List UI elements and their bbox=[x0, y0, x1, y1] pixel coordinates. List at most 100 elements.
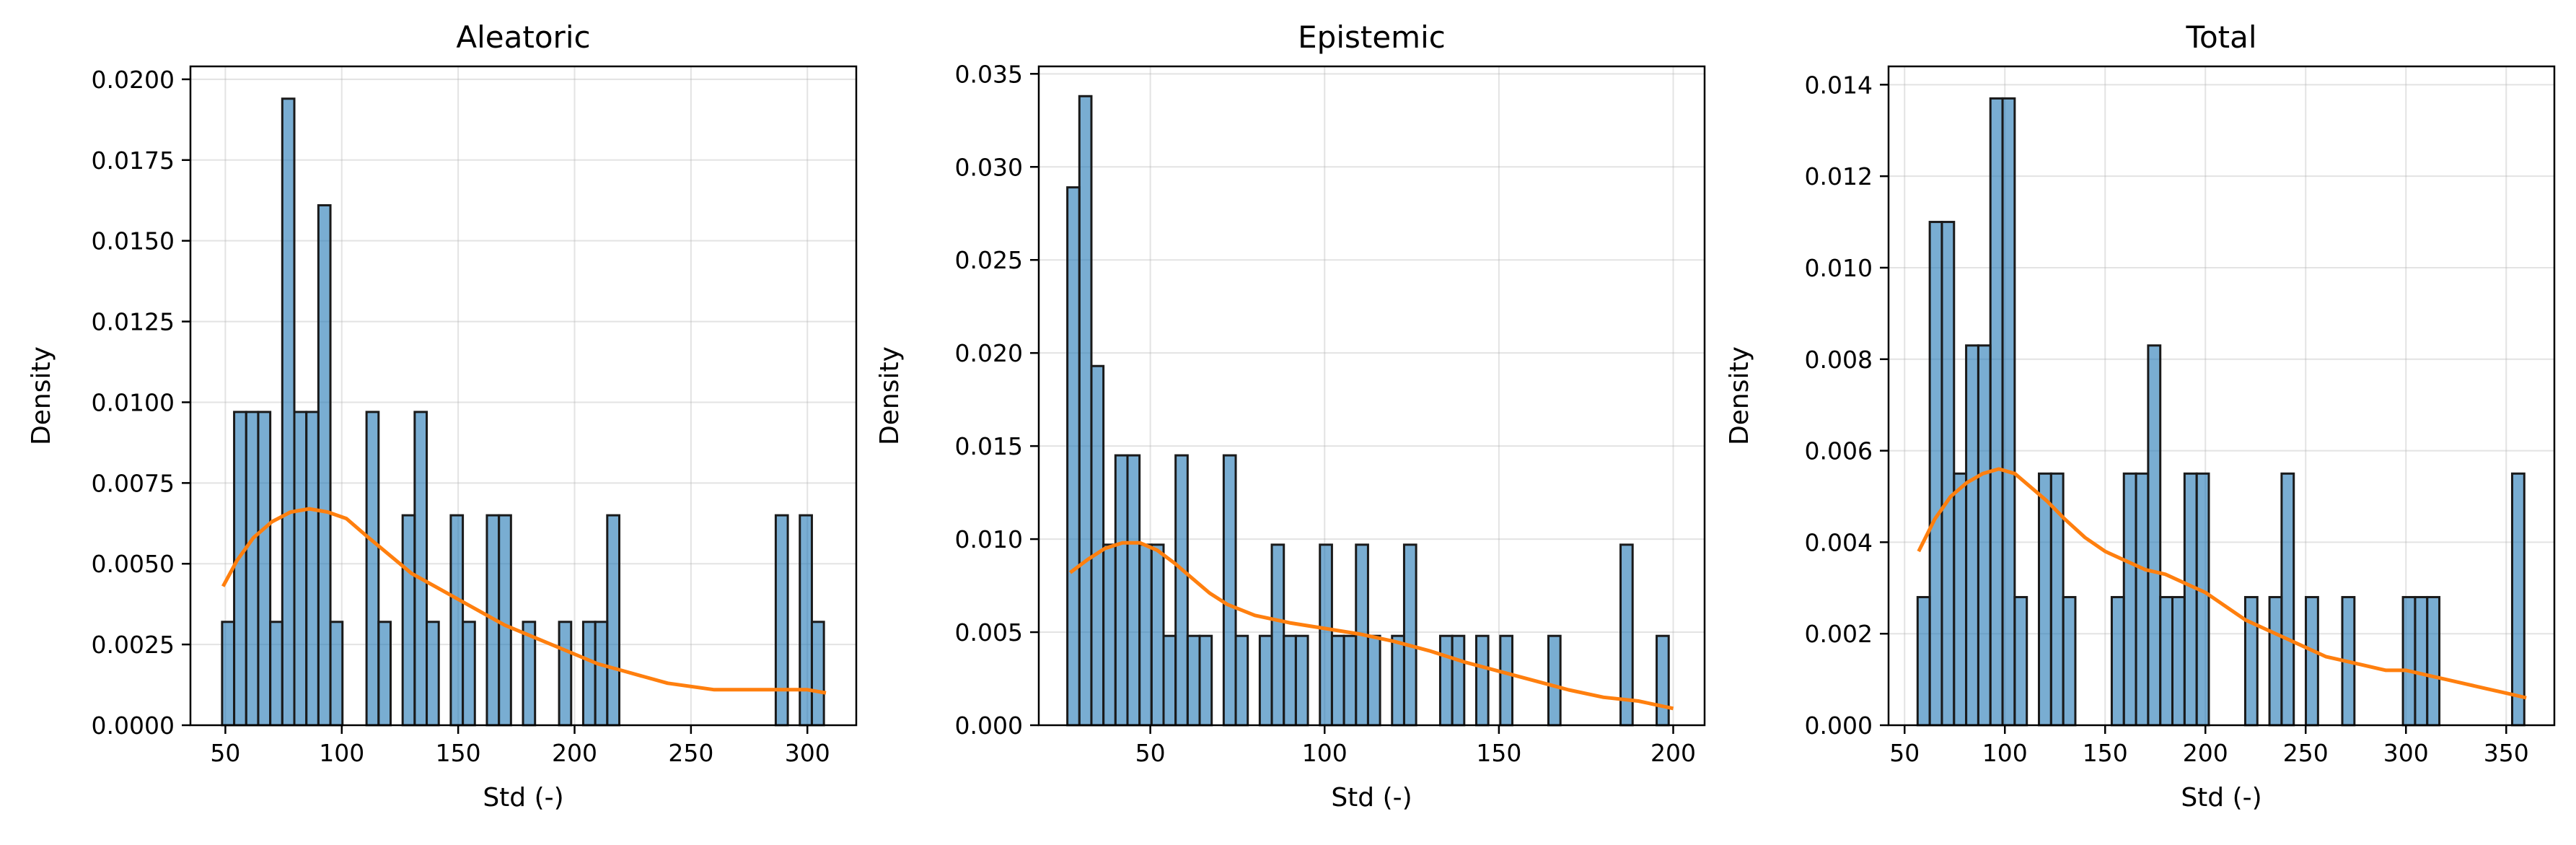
x-tick-label: 50 bbox=[1135, 739, 1166, 767]
histogram-bar bbox=[257, 411, 272, 727]
histogram-bar bbox=[1198, 634, 1213, 727]
histogram-bar bbox=[558, 621, 573, 727]
x-tick-label: 150 bbox=[1476, 739, 1521, 767]
histogram-bar bbox=[1547, 634, 1562, 727]
histogram-bar bbox=[426, 621, 440, 727]
histogram-bar bbox=[1474, 634, 1490, 727]
panel-title: Aleatoric bbox=[456, 19, 590, 55]
histogram-bar bbox=[1438, 634, 1454, 727]
histogram-bar bbox=[1499, 634, 1513, 727]
histogram-bar bbox=[1138, 543, 1153, 727]
y-tick-label: 0.006 bbox=[1805, 437, 1873, 465]
kde-line bbox=[221, 507, 827, 695]
histogram-bar bbox=[1222, 454, 1237, 727]
y-tick-label: 0.008 bbox=[1805, 346, 1873, 374]
histogram-bar bbox=[221, 621, 236, 727]
y-tick-label: 0.0050 bbox=[92, 550, 175, 578]
x-tick-label: 200 bbox=[1650, 739, 1696, 767]
histogram-bar bbox=[2510, 472, 2526, 727]
histogram-bar bbox=[2426, 595, 2441, 727]
histogram-bar bbox=[2135, 472, 2150, 727]
histogram-bar bbox=[1258, 634, 1273, 727]
histogram-bar bbox=[2001, 97, 2016, 727]
histogram-bar bbox=[2401, 595, 2417, 727]
x-tick-label: 150 bbox=[2083, 739, 2128, 767]
histogram-bar bbox=[1090, 364, 1105, 727]
histogram-bar bbox=[1953, 472, 1968, 727]
y-tick-label: 0.004 bbox=[1805, 528, 1873, 556]
panel-epistemic: 50 100 150 200 0.000 0.005 0.010 0.015 0.020 0.02… bbox=[875, 19, 1706, 813]
histogram-bar bbox=[305, 411, 320, 727]
y-tick-label: 0.0100 bbox=[92, 388, 175, 416]
histogram-bar bbox=[449, 514, 465, 727]
histogram-bar bbox=[1989, 97, 2004, 727]
histogram-bar bbox=[2280, 472, 2295, 727]
y-tick-label: 0.0200 bbox=[92, 66, 175, 94]
histogram-bar bbox=[1234, 634, 1249, 727]
histogram-bar bbox=[281, 97, 296, 727]
y-tick-label: 0.0125 bbox=[92, 308, 175, 336]
x-tick-label: 150 bbox=[436, 739, 481, 767]
histogram-bar bbox=[810, 621, 825, 727]
x-axis-label: Std (-) bbox=[483, 783, 563, 813]
histogram-bar bbox=[1102, 543, 1117, 727]
histogram-bar bbox=[799, 514, 813, 727]
kde-line bbox=[1069, 540, 1674, 711]
histogram-bar bbox=[2268, 595, 2283, 727]
histogram-bar bbox=[1126, 454, 1141, 727]
y-tick-label: 0.000 bbox=[955, 712, 1023, 740]
histogram-bar bbox=[293, 411, 308, 727]
histogram-bar bbox=[2110, 595, 2125, 727]
x-tick-label: 300 bbox=[785, 739, 830, 767]
y-tick-label: 0.005 bbox=[955, 618, 1023, 647]
x-tick-label: 200 bbox=[2183, 739, 2228, 767]
x-tick-label: 350 bbox=[2484, 739, 2529, 767]
y-tick-label: 0.0150 bbox=[92, 227, 175, 255]
histogram-bar bbox=[1270, 543, 1285, 727]
y-tick-label: 0.0025 bbox=[92, 631, 175, 659]
x-tick-label: 300 bbox=[2383, 739, 2429, 767]
histogram-bar bbox=[594, 621, 609, 727]
x-tick-label: 100 bbox=[1982, 739, 2028, 767]
x-axis-label: Std (-) bbox=[1331, 783, 1412, 813]
x-tick-label: 100 bbox=[319, 739, 364, 767]
histogram-bar bbox=[2183, 472, 2198, 727]
histogram-bar bbox=[1342, 634, 1358, 727]
histogram-bar bbox=[1402, 543, 1417, 727]
histogram-bar bbox=[1977, 344, 1992, 727]
x-tick-label: 250 bbox=[2283, 739, 2329, 767]
y-tick-label: 0.002 bbox=[1805, 620, 1873, 648]
histogram-bar bbox=[1283, 634, 1297, 727]
axes-frame bbox=[189, 65, 858, 727]
y-tick-label: 0.0175 bbox=[92, 146, 175, 175]
histogram-bar bbox=[1940, 221, 1956, 727]
panel-title: Epistemic bbox=[1298, 19, 1446, 55]
histogram-bar bbox=[1078, 95, 1093, 727]
y-tick-label: 0.014 bbox=[1805, 71, 1873, 99]
histogram-bar bbox=[1366, 634, 1381, 727]
histogram-bar bbox=[317, 203, 332, 727]
histogram-bar bbox=[377, 621, 392, 727]
y-tick-label: 0.030 bbox=[955, 153, 1023, 181]
histogram-bar bbox=[2159, 595, 2174, 727]
histogram-bar bbox=[2147, 344, 2162, 727]
y-tick-label: 0.035 bbox=[955, 60, 1023, 88]
axes-frame bbox=[1037, 65, 1706, 727]
histogram-bar bbox=[2038, 472, 2052, 727]
histogram-bar bbox=[2171, 595, 2186, 727]
histogram-bar bbox=[1186, 634, 1201, 727]
y-tick-label: 0.010 bbox=[1805, 254, 1873, 282]
x-tick-label: 100 bbox=[1302, 739, 1348, 767]
histogram-bar bbox=[1451, 634, 1466, 727]
histogram-bar bbox=[401, 514, 416, 727]
y-tick-label: 0.000 bbox=[1805, 712, 1873, 740]
panel-title: Total bbox=[2185, 19, 2256, 55]
x-tick-label: 200 bbox=[552, 739, 597, 767]
histogram-bar bbox=[1656, 634, 1670, 727]
histogram-bar bbox=[1114, 454, 1129, 727]
histogram-bar bbox=[245, 411, 260, 727]
x-tick-label: 50 bbox=[210, 739, 240, 767]
histogram-bar bbox=[2062, 595, 2077, 727]
histogram-bar bbox=[1066, 186, 1081, 727]
